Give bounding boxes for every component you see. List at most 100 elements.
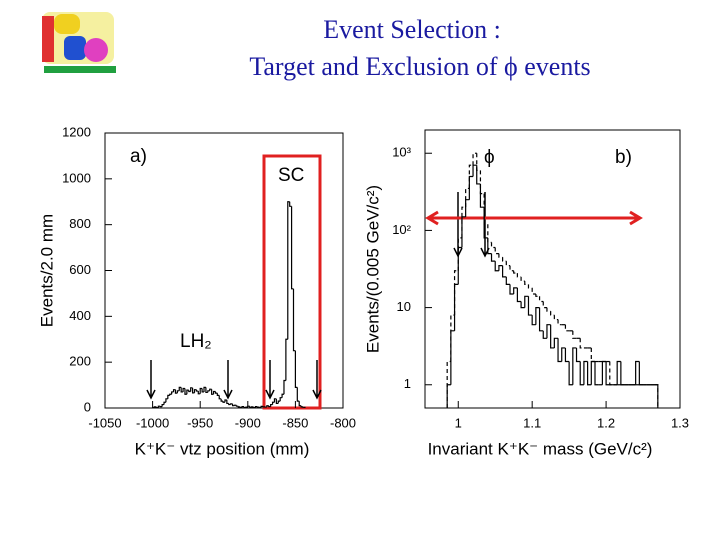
histogram-bin [220, 398, 224, 402]
histogram-bin [298, 401, 302, 407]
histogram-bin [174, 389, 178, 394]
histogram-bin [516, 287, 522, 303]
histogram-bin [490, 253, 496, 262]
frame-a [104, 132, 344, 409]
histogram-bin [161, 403, 165, 407]
y-tick-label: 10² [392, 222, 411, 237]
y-tick-label: 0 [84, 399, 91, 414]
histogram-bin [587, 361, 592, 386]
histogram-bin [450, 314, 455, 362]
arrow [265, 360, 275, 400]
histogram-bin [209, 388, 212, 391]
x-tick-label: -850 [282, 415, 308, 430]
histogram-bin [527, 296, 533, 316]
histogram-bin [457, 237, 462, 271]
logo-c [54, 14, 80, 34]
histogram-bin [572, 330, 577, 339]
histogram-bin [472, 164, 477, 177]
histogram-bin [498, 253, 503, 258]
x-axis-label: Invariant K⁺K⁻ mass (GeV/c²) [428, 439, 653, 458]
histogram-bin [654, 384, 659, 408]
arrow [146, 360, 156, 400]
histogram-bin [502, 265, 507, 278]
histogram-bin [289, 201, 292, 207]
histogram-bin [271, 401, 275, 405]
logo-l [42, 16, 54, 62]
y-tick-label: 1200 [62, 124, 91, 139]
histogram-bin [572, 347, 577, 385]
logo-bar [44, 66, 116, 73]
histogram-bin [546, 324, 551, 339]
histogram-bin [557, 319, 562, 326]
histogram-bin [169, 393, 172, 396]
histogram-bin [281, 393, 284, 398]
histogram-bin [453, 270, 459, 316]
histogram-bin [483, 193, 488, 225]
histogram-bin [199, 387, 203, 394]
histogram-bin [490, 242, 496, 249]
histogram-bin [531, 315, 536, 326]
x-tick-label: -950 [187, 415, 213, 430]
histogram-bin [224, 399, 227, 403]
histogram-bin [243, 406, 246, 409]
histogram-bin [594, 361, 599, 386]
y-tick-label: 400 [69, 308, 91, 323]
histogram-bin [172, 389, 176, 392]
histogram-bin [283, 379, 286, 395]
histogram-bin [212, 390, 216, 395]
histogram-bin [561, 347, 566, 362]
arrow [223, 360, 233, 400]
histogram-bin [205, 387, 208, 394]
y-tick-label: 600 [69, 262, 91, 277]
histogram-bin [498, 264, 503, 271]
histogram-bin [542, 301, 547, 309]
y-tick-label: 1000 [62, 170, 91, 185]
x-tick-label: -1000 [136, 415, 169, 430]
y-axis-label: Events/(0.005 GeV/c²) [363, 185, 382, 353]
annotation: LH₂ [180, 331, 212, 352]
panel-label: b) [615, 147, 632, 168]
histogram-bin [620, 361, 625, 386]
x-tick-label: 1.1 [523, 415, 541, 430]
histogram-bin [290, 206, 294, 290]
histogram-bin [494, 261, 499, 272]
histogram-bin [446, 360, 451, 408]
histogram-bin [292, 288, 296, 352]
arrow [312, 360, 322, 400]
histogram-bin [527, 284, 533, 289]
histogram-bin [268, 405, 271, 408]
histogram-bin [300, 405, 304, 408]
histogram-bin [260, 405, 264, 408]
histogram-bin [294, 350, 298, 388]
annotation: ϕ [484, 147, 495, 168]
histogram-bin [550, 324, 555, 349]
histogram-bin [635, 360, 640, 385]
annotation: SC [278, 165, 304, 186]
y-tick-label: 10³ [392, 145, 411, 160]
histogram-bin [487, 224, 492, 243]
x-tick-label: -900 [235, 415, 261, 430]
histogram-bin [513, 287, 518, 294]
histogram-bin [553, 315, 559, 321]
histogram-bin [237, 406, 241, 408]
histogram-bin [516, 273, 522, 278]
histogram-bin [550, 311, 555, 316]
histogram-bin [163, 401, 166, 405]
histogram-bin [279, 397, 283, 402]
histogram-bin [285, 338, 288, 381]
panel-label: a) [130, 146, 147, 167]
histogram-bin [254, 406, 258, 408]
histogram-bin [207, 390, 210, 393]
histogram-bin [165, 398, 168, 403]
histogram-bin [583, 360, 588, 385]
histogram-bin [579, 361, 584, 386]
histogram-bin [472, 152, 477, 166]
histogram-bin [197, 391, 201, 395]
histogram-bin [277, 400, 281, 404]
histogram-bin [178, 386, 182, 391]
histogram-bin [191, 387, 195, 394]
histogram-bin [218, 395, 222, 400]
y-tick-label: 10 [397, 299, 411, 314]
histogram-bin [155, 406, 159, 409]
